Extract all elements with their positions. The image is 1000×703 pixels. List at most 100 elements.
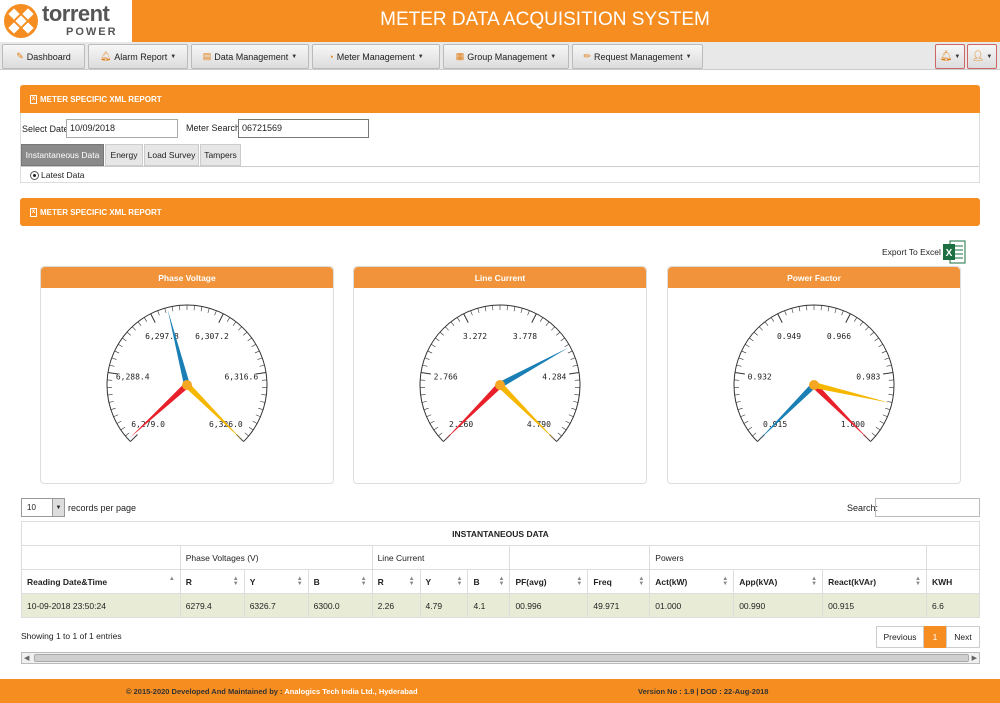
gauge-tick <box>734 371 745 375</box>
column-header[interactable]: B ▲ ▼ <box>307 569 373 594</box>
excel-icon[interactable]: X <box>942 240 966 264</box>
gauge-hub <box>495 380 505 390</box>
gauge-tick <box>256 371 267 375</box>
gauge-tick <box>252 420 258 424</box>
nav-request-management[interactable]: ✏︎ Request Management ▼ <box>572 44 703 69</box>
latest-data-radio[interactable]: Latest Data <box>30 170 84 180</box>
export-to-excel-label[interactable]: Export To Excel <box>882 247 941 257</box>
panel-title: METER SPECIFIC XML REPORT <box>40 94 162 104</box>
tab-tampers[interactable]: Tampers <box>200 144 241 166</box>
horizontal-scrollbar[interactable]: ◀ ▶ <box>21 652 980 664</box>
column-header[interactable]: Y ▲ ▼ <box>419 569 469 594</box>
scroll-left-icon[interactable]: ◀ <box>24 655 30 662</box>
scroll-right-icon[interactable]: ▶ <box>971 655 977 662</box>
nav-dashboard[interactable]: ✎ Dashboard <box>2 44 85 69</box>
gauge-title: Phase Voltage <box>41 267 333 288</box>
notifications-button[interactable]: 🔔︎ ▼ <box>935 44 965 69</box>
page-size-select[interactable]: 10 ▼ <box>21 498 65 517</box>
folder-icon: ▤ <box>202 51 212 61</box>
gauge-tick <box>433 426 439 431</box>
column-header[interactable]: R ▲ ▼ <box>371 569 421 594</box>
gauge-tick <box>881 350 887 354</box>
column-header[interactable]: React(kVAr) ▲ ▼ <box>822 569 927 594</box>
table-caption: INSTANTANEOUS DATA <box>21 521 980 546</box>
nav-data-management[interactable]: ▤ Data Management ▼ <box>191 44 309 69</box>
gauge-tick <box>770 317 775 322</box>
gauge-tick <box>531 313 537 323</box>
gauge-tick <box>117 344 123 348</box>
column-header[interactable]: R ▲ ▼ <box>179 569 245 594</box>
group-header <box>21 545 181 570</box>
gauge-tick <box>122 337 127 342</box>
meter-search-input[interactable]: 06721569 <box>238 119 369 138</box>
gauge-tick <box>841 310 844 316</box>
gauge-tick <box>834 308 837 314</box>
gauge-tick <box>565 420 571 424</box>
gauge-tick <box>157 310 160 316</box>
gauge-tick-label: 6,297.8 <box>145 332 179 341</box>
table-cell: 2.26 <box>371 593 421 618</box>
tab-load-survey[interactable]: Load Survey <box>144 144 199 166</box>
next-page-button[interactable]: Next <box>946 626 980 648</box>
gauge-tick <box>888 394 894 396</box>
column-header[interactable]: Freq ▲ ▼ <box>587 569 651 594</box>
column-header[interactable]: KWH <box>925 569 981 594</box>
select-date-input[interactable]: 10/09/2018 <box>66 119 178 138</box>
gauge-tick <box>871 432 876 437</box>
column-header[interactable]: Y ▲ ▼ <box>243 569 309 594</box>
needle-b <box>758 382 817 441</box>
gauge-tick <box>477 308 480 314</box>
gauge-tick-label: 6,307.2 <box>195 332 229 341</box>
gauge-power-factor: Power Factor 0.9150.9320.9490.9660.9831.… <box>667 266 961 484</box>
gauge-tick-label: 6,288.4 <box>116 372 150 381</box>
gauge-tick <box>420 394 426 396</box>
table-cell: 49.971 <box>587 593 651 618</box>
nav-alarm-report[interactable]: 🔔︎ Alarm Report ▼ <box>88 44 188 69</box>
table-search-input[interactable] <box>875 498 980 517</box>
dashboard-icon: ◔ <box>328 51 334 62</box>
gauge-tick <box>560 337 565 342</box>
gauge-tick <box>887 401 893 403</box>
gauge-tick <box>207 308 210 314</box>
table-cell: 00.996 <box>509 593 589 618</box>
column-header[interactable]: Reading Date&Time ▲ <box>21 569 181 594</box>
report-panel-2-header: x METER SPECIFIC XML REPORT <box>20 198 980 226</box>
column-header[interactable]: B ▲ ▼ <box>467 569 511 594</box>
gauge-tick <box>111 357 117 360</box>
table-cell: 6300.0 <box>307 593 373 618</box>
gauge-tick <box>556 331 561 336</box>
previous-page-button[interactable]: Previous <box>876 626 924 648</box>
gauge-tick <box>557 432 562 437</box>
table-cell: 10-09-2018 23:50:24 <box>21 593 181 618</box>
pencil-icon: ✏︎ <box>583 51 592 61</box>
page-1-button[interactable]: 1 <box>924 626 946 648</box>
scroll-thumb[interactable] <box>34 654 969 662</box>
needle-b <box>498 347 569 388</box>
nav-group-management[interactable]: ▦ Group Management ▼ <box>443 44 569 69</box>
gauge-tick <box>456 317 461 322</box>
radio-label: Latest Data <box>41 170 85 180</box>
gauge-tick <box>484 306 487 312</box>
nav-meter-management[interactable]: ◔ Meter Management ▼ <box>312 44 440 69</box>
gauge-tick-label: 0.983 <box>856 372 880 381</box>
panel-title: METER SPECIFIC XML REPORT <box>40 207 162 217</box>
tab-energy[interactable]: Energy <box>105 144 143 166</box>
table-cell: 4.79 <box>419 593 469 618</box>
gauge-tick-label: 6,316.6 <box>224 372 258 381</box>
column-header[interactable]: PF(avg) ▲ ▼ <box>509 569 589 594</box>
gauge-tick <box>450 321 455 326</box>
gauge-tick <box>110 407 116 411</box>
gauge-tick <box>259 364 265 367</box>
report-panel-header: x METER SPECIFIC XML REPORT <box>20 85 980 113</box>
gauge-tick <box>243 331 248 336</box>
gauge-tick <box>107 394 113 396</box>
column-header[interactable]: Act(kW) ▲ ▼ <box>649 569 735 594</box>
column-header[interactable]: App(kVA) ▲ ▼ <box>733 569 824 594</box>
gauge-tick <box>878 344 884 348</box>
gauge-tick <box>764 321 769 326</box>
table-cell: 00.990 <box>733 593 824 618</box>
gauge-tick <box>777 313 783 323</box>
user-menu-button[interactable]: 👤︎ ▼ <box>967 44 997 69</box>
tab-instantaneous-data[interactable]: Instantaneous Data <box>21 144 104 166</box>
needle-r <box>811 382 870 441</box>
